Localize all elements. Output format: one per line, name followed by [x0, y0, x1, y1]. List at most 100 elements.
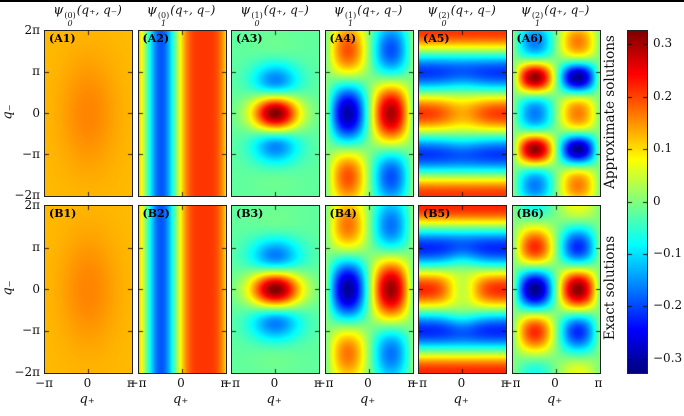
y-tick-label-row1-2: 0	[32, 105, 40, 120]
colorbar-gradient-canvas	[628, 31, 647, 373]
title-arguments: (q₊, q₋)	[450, 3, 496, 17]
column-title-2: ψ (0) 1 (q₊, q₋)	[121, 3, 241, 28]
heatmap-canvas	[45, 31, 132, 196]
heatmap-canvas	[232, 206, 319, 373]
heatmap-panel-a6: (A6)	[511, 30, 601, 197]
heatmap-canvas	[325, 206, 413, 373]
x-tick-label-col2-2: π	[220, 376, 229, 390]
heatmap-panel-b2: (B2)	[137, 205, 227, 374]
title-arguments: (q₊, q₋)	[357, 3, 403, 17]
colorbar-tick-label-3: 0	[653, 193, 661, 208]
title-subscript: 1	[535, 18, 541, 28]
x-tick-label-col3-2: π	[314, 376, 322, 390]
panel-tag: (B6)	[516, 207, 544, 220]
x-tick-label-col6-0: −π	[502, 376, 521, 390]
x-axis-label-col1: q₊	[79, 392, 95, 407]
heatmap-canvas	[419, 206, 506, 373]
title-subscript: 1	[348, 18, 354, 28]
superscript-subscript-stack: (0) 1	[157, 10, 170, 29]
x-tick-label-col1-0: −π	[35, 376, 53, 390]
heatmap-canvas	[512, 31, 600, 196]
heatmap-panel-b3: (B3)	[231, 205, 320, 374]
column-title-5: ψ (2) 0 (q₊, q₋)	[402, 3, 522, 28]
heatmap-panel-b5: (B5)	[418, 205, 507, 374]
heatmap-panel-b1: (B1)	[44, 205, 133, 374]
panel-tag: (B4)	[329, 207, 357, 220]
superscript-subscript-stack: (2) 1	[532, 11, 543, 29]
x-tick-label-col3-1: 0	[270, 376, 279, 390]
x-tick-label-col5-2: π	[501, 376, 509, 390]
heatmap-panel-b4: (B4)	[324, 205, 414, 374]
colorbar-tick-label-4: −0.1	[653, 245, 683, 260]
y-tick-label-row2-0: 2π	[24, 198, 40, 212]
superscript-subscript-stack: (1) 0	[251, 11, 262, 29]
y-tick-label-row1-1: π	[32, 64, 40, 79]
heatmap-canvas	[512, 206, 600, 373]
x-tick-label-col1-1: 0	[83, 376, 92, 390]
heatmap-panel-a3: (A3)	[231, 30, 320, 197]
column-title-6: ψ (2) 1 (q₊, q₋)	[495, 3, 615, 28]
x-axis-label-col2: q₊	[173, 392, 189, 407]
superscript-subscript-stack: (2) 0	[438, 11, 449, 29]
panel-tag: (A3)	[236, 32, 263, 45]
psi-symbol: ψ	[333, 3, 344, 18]
heatmap-canvas	[419, 31, 506, 196]
y-tick-label-row1-4: −2π	[14, 188, 40, 202]
psi-symbol: ψ	[53, 3, 64, 18]
x-axis-label-col3: q₊	[266, 392, 282, 407]
panel-tag: (B1)	[49, 207, 77, 220]
x-tick-label-col4-2: π	[407, 376, 416, 390]
x-tick-label-col2-0: −π	[128, 376, 147, 390]
panel-tag: (A4)	[329, 32, 357, 45]
row-label-exact-solutions: Exact solutions	[602, 235, 618, 341]
x-axis-label-col4: q₊	[360, 392, 376, 407]
x-tick-label-col6-1: 0	[551, 376, 559, 390]
psi-symbol: ψ	[146, 3, 157, 18]
title-arguments: (q₊, q₋)	[76, 3, 122, 17]
title-superscript: (0)	[64, 10, 76, 20]
panel-tag: (B2)	[142, 207, 170, 220]
column-title-1: ψ (0) 0 (q₊, q₋)	[28, 3, 148, 28]
y-tick-label-row2-2: 0	[32, 281, 40, 296]
x-tick-label-col6-2: π	[594, 376, 603, 390]
title-arguments: (q₊, q₋)	[263, 3, 309, 17]
x-tick-label-col4-1: 0	[364, 376, 372, 390]
column-title-4: ψ (1) 1 (q₊, q₋)	[308, 3, 428, 28]
title-arguments: (q₊, q₋)	[544, 3, 590, 17]
heatmap-canvas	[138, 31, 226, 196]
title-superscript: (1)	[344, 10, 357, 20]
x-tick-label-col2-1: 0	[177, 376, 185, 390]
x-tick-label-col1-2: π	[127, 376, 135, 390]
y-tick-label-row2-3: −π	[22, 323, 40, 338]
superscript-subscript-stack: (0) 0	[64, 10, 76, 29]
title-arguments: (q₊, q₋)	[170, 3, 216, 17]
x-axis-label-col5: q₊	[453, 392, 469, 407]
psi-symbol: ψ	[520, 3, 531, 18]
psi-symbol: ψ	[240, 3, 251, 18]
title-superscript: (0)	[157, 10, 170, 20]
colorbar-tick-label-6: −0.3	[653, 350, 683, 365]
y-tick-label-row2-4: −2π	[14, 365, 40, 379]
heatmap-canvas	[232, 31, 319, 196]
heatmap-panel-b6: (B6)	[511, 205, 601, 374]
heatmap-panel-a5: (A5)	[418, 30, 507, 197]
x-tick-label-col3-0: −π	[222, 376, 240, 390]
colorbar-tick-label-2: 0.1	[653, 141, 673, 156]
row-label-approximate-solutions: Approximate solutions	[602, 35, 618, 189]
psi-symbol: ψ	[427, 3, 438, 18]
top-border-rule	[0, 0, 684, 2]
heatmap-panel-a2: (A2)	[137, 30, 227, 197]
heatmap-canvas	[45, 206, 132, 373]
colorbar	[627, 30, 648, 374]
x-tick-label-col5-0: −π	[409, 376, 427, 390]
heatmap-panel-a1: (A1)	[44, 30, 133, 197]
colorbar-tick-label-1: 0.2	[653, 88, 673, 103]
title-subscript: 0	[254, 18, 260, 28]
panel-tag: (A6)	[516, 32, 544, 45]
panel-tag: (A1)	[49, 32, 76, 45]
y-tick-label-row1-3: −π	[22, 146, 40, 161]
heatmap-canvas	[325, 31, 413, 196]
panel-tag: (A2)	[142, 32, 170, 45]
panel-tag: (A5)	[423, 32, 450, 45]
